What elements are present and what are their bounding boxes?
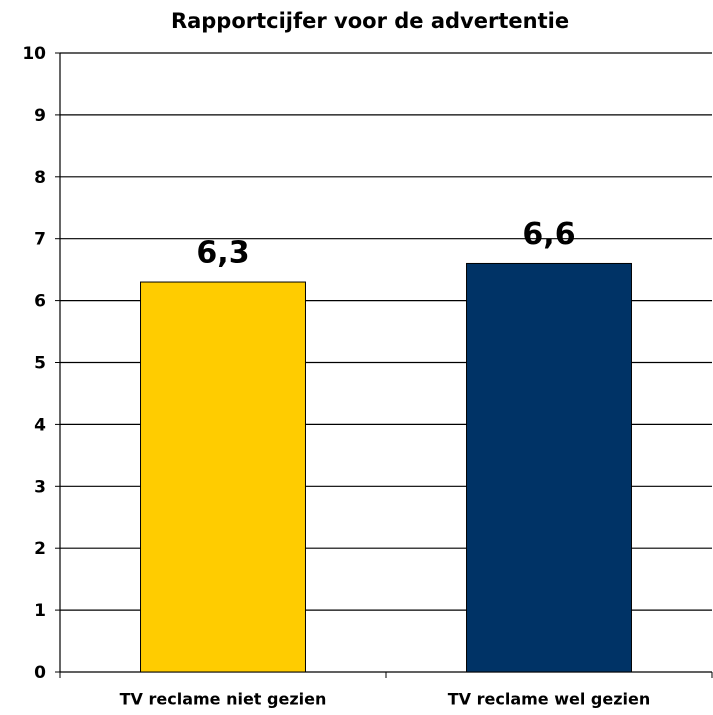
x-tick-label: TV reclame wel gezien (448, 690, 651, 709)
y-tick-label: 1 (34, 601, 46, 621)
y-tick-label: 9 (34, 106, 46, 126)
y-tick-label: 6 (34, 292, 46, 312)
x-tick-label: TV reclame niet gezien (120, 690, 327, 709)
y-tick-label: 2 (34, 539, 46, 559)
bar (140, 281, 306, 673)
y-tick-label: 10 (22, 44, 46, 64)
y-tick-label: 5 (34, 354, 46, 374)
value-label: 6,6 (522, 217, 575, 252)
y-tick-label: 7 (34, 230, 46, 250)
value-label: 6,3 (196, 236, 249, 271)
y-tick-label: 0 (34, 663, 46, 683)
y-tick-label: 4 (34, 415, 46, 435)
y-tick-label: 8 (34, 168, 46, 188)
chart-title: Rapportcijfer voor de advertentie (171, 9, 569, 33)
bar (466, 262, 632, 673)
y-tick-label: 3 (34, 477, 46, 497)
